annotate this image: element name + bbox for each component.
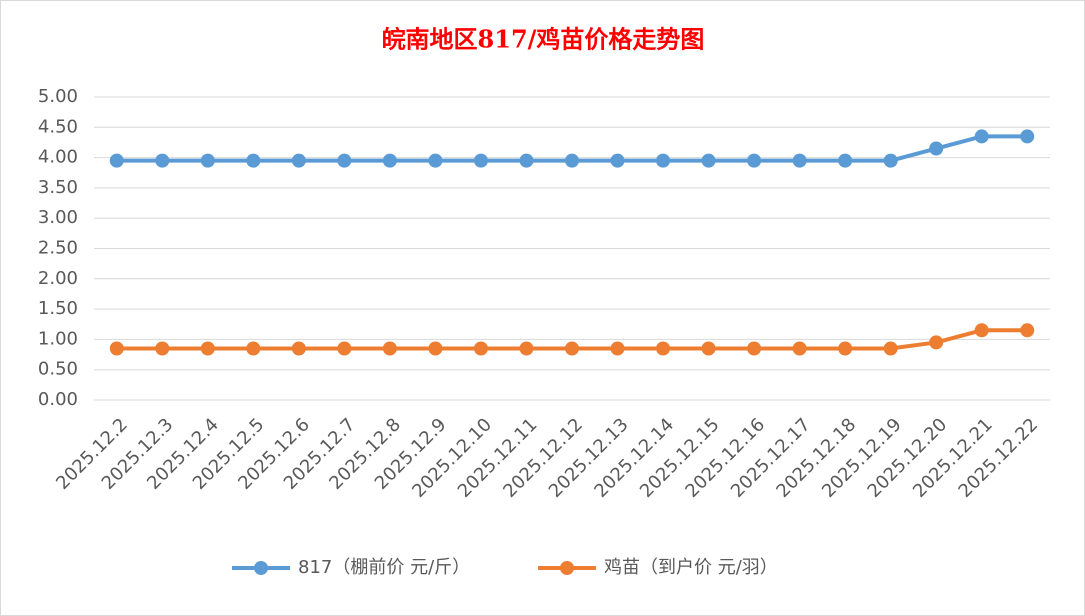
- data-point: [1020, 323, 1035, 338]
- data-point: [838, 341, 853, 356]
- data-point: [109, 341, 124, 356]
- data-point: [610, 341, 625, 356]
- chart-title: 皖南地区817/鸡苗价格走势图: [382, 25, 705, 54]
- data-point: [519, 153, 534, 168]
- data-point: [519, 341, 534, 356]
- data-point: [246, 341, 261, 356]
- legend-marker: [254, 561, 268, 575]
- data-point: [337, 341, 352, 356]
- y-tick-label: 2.00: [38, 268, 78, 289]
- y-tick-label: 5.00: [38, 86, 78, 107]
- data-point: [747, 153, 762, 168]
- data-point: [701, 341, 716, 356]
- data-point: [428, 341, 443, 356]
- y-tick-label: 3.50: [38, 177, 78, 198]
- data-point: [656, 341, 671, 356]
- data-point: [929, 141, 944, 156]
- data-point: [1020, 129, 1035, 144]
- data-point: [246, 153, 261, 168]
- legend-label: 817（棚前价 元/斤）: [298, 557, 470, 578]
- data-point: [200, 341, 215, 356]
- data-point: [792, 341, 807, 356]
- data-point: [974, 323, 989, 338]
- y-tick-label: 1.00: [38, 328, 78, 349]
- data-point: [382, 341, 397, 356]
- data-point: [109, 153, 124, 168]
- data-point: [883, 153, 898, 168]
- data-point: [473, 153, 488, 168]
- data-point: [883, 341, 898, 356]
- data-point: [838, 153, 853, 168]
- y-tick-label: 4.50: [38, 116, 78, 137]
- y-tick-label: 3.00: [38, 207, 78, 228]
- data-point: [929, 335, 944, 350]
- legend-marker: [560, 561, 574, 575]
- data-point: [291, 153, 306, 168]
- y-tick-label: 0.50: [38, 359, 78, 380]
- data-point: [610, 153, 625, 168]
- data-point: [200, 153, 215, 168]
- data-point: [337, 153, 352, 168]
- data-point: [428, 153, 443, 168]
- y-tick-label: 2.50: [38, 238, 78, 259]
- data-point: [155, 341, 170, 356]
- data-point: [382, 153, 397, 168]
- y-tick-label: 4.00: [38, 147, 78, 168]
- data-point: [701, 153, 716, 168]
- data-point: [656, 153, 671, 168]
- data-point: [974, 129, 989, 144]
- data-point: [792, 153, 807, 168]
- data-point: [473, 341, 488, 356]
- data-point: [565, 153, 579, 168]
- y-tick-label: 1.50: [38, 298, 78, 319]
- y-tick-label: 0.00: [38, 389, 78, 410]
- data-point: [155, 153, 170, 168]
- data-point: [747, 341, 762, 356]
- data-point: [291, 341, 306, 356]
- legend-label: 鸡苗（到户价 元/羽）: [604, 557, 778, 578]
- data-point: [565, 341, 579, 356]
